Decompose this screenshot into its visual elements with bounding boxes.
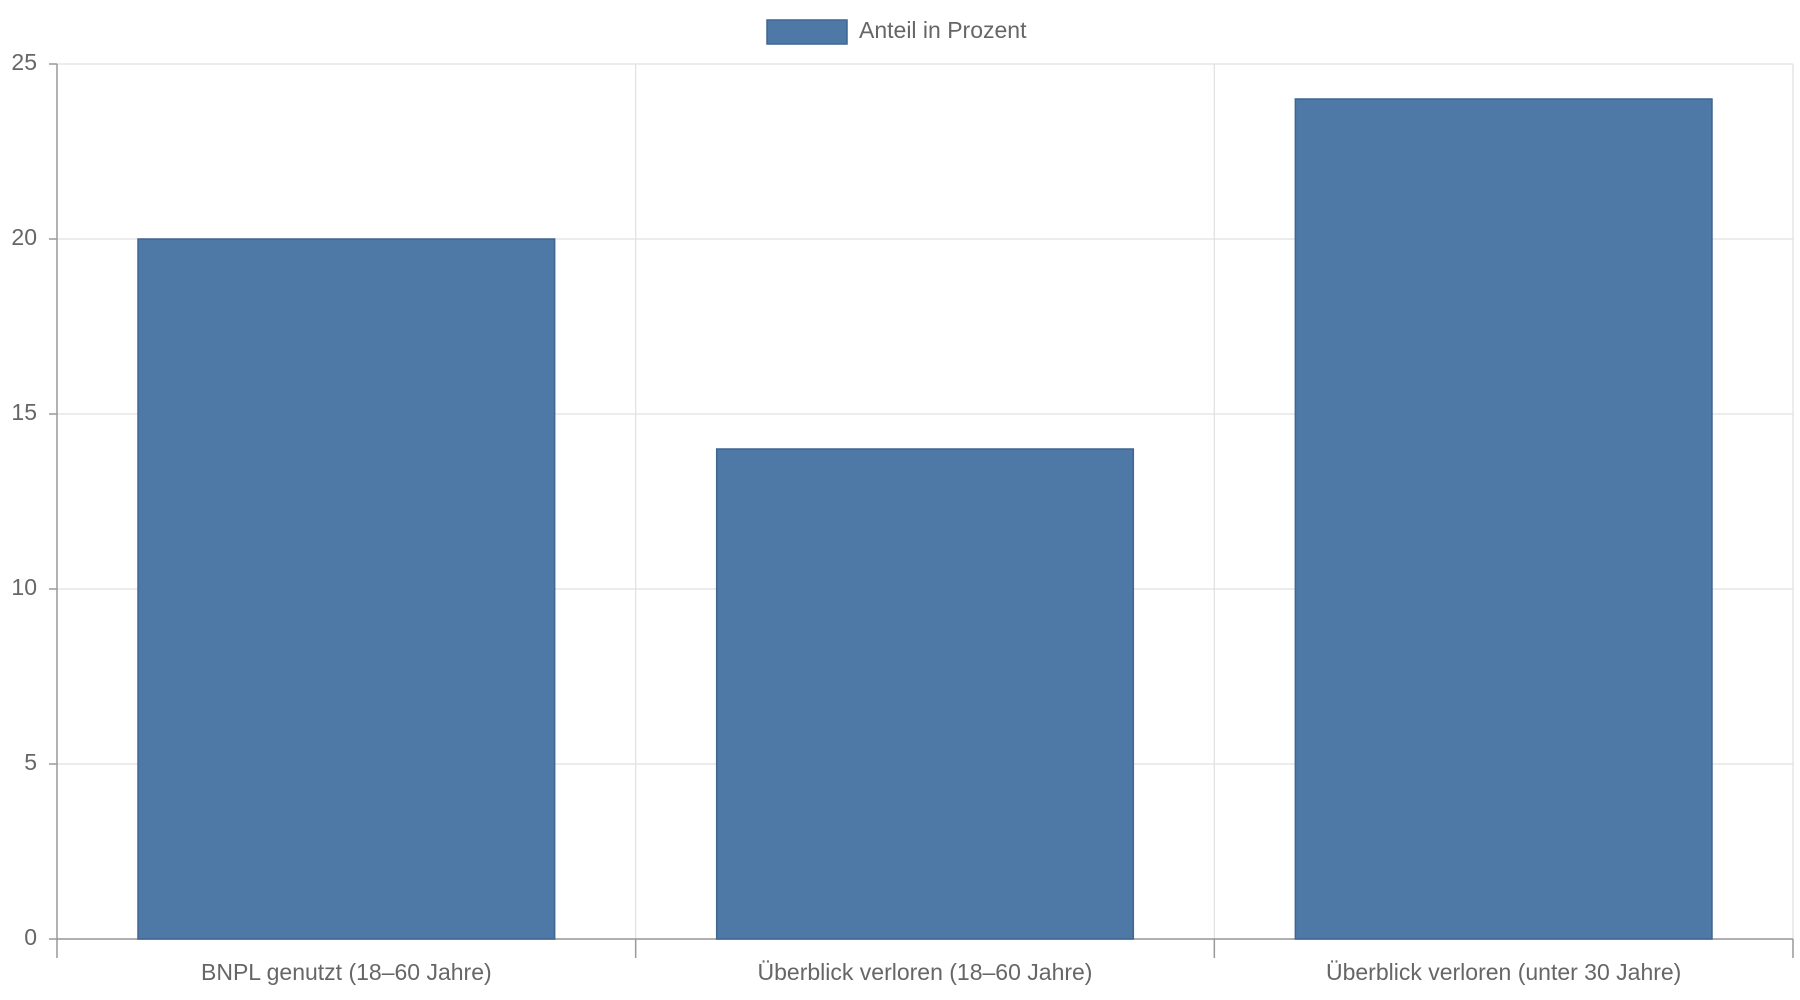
- y-tick-label: 15: [11, 399, 37, 425]
- y-tick-label: 5: [24, 749, 37, 775]
- y-tick-label: 20: [11, 224, 37, 250]
- bar: [715, 448, 1135, 940]
- legend-label: Anteil in Prozent: [859, 17, 1027, 43]
- x-tick-label: BNPL genutzt (18–60 Jahre): [201, 959, 492, 985]
- y-tick-label: 25: [11, 49, 37, 75]
- x-tick-label: Überblick verloren (18–60 Jahre): [758, 959, 1093, 985]
- y-tick-label: 0: [24, 924, 37, 950]
- bar: [1294, 98, 1713, 940]
- legend-swatch: [766, 19, 848, 45]
- x-tick-label: Überblick verloren (unter 30 Jahre): [1326, 959, 1681, 985]
- y-tick-label: 10: [11, 574, 37, 600]
- bar: [137, 238, 556, 940]
